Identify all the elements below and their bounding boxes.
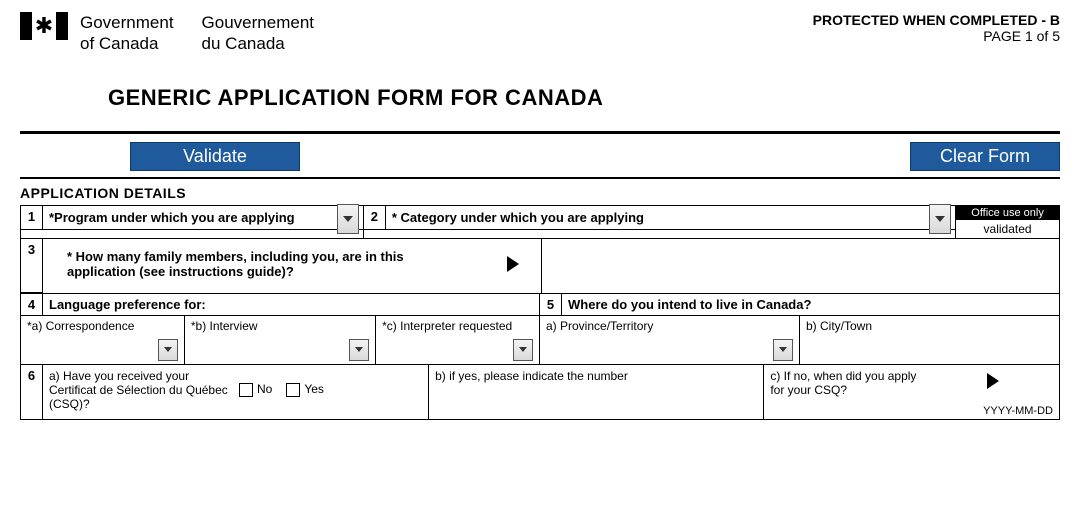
field-number-2: 2 [364, 206, 386, 230]
cell-csq-date: c) If no, when did you apply for your CS… [764, 365, 1059, 419]
section-title: APPLICATION DETAILS [20, 185, 1060, 201]
divider [20, 177, 1060, 179]
label-csq-date: c) If no, when did you apply for your CS… [770, 369, 930, 397]
row-csq: 6 a) Have you received your Certificat d… [21, 364, 1060, 419]
cell-csq-number: b) if yes, please indicate the number [429, 365, 764, 419]
label-csq-received: a) Have you received your Certificat de … [49, 369, 229, 411]
canada-flag-icon: ✱ [20, 12, 68, 40]
row-family-members: 3 * How many family members, including y… [21, 238, 1060, 293]
arrow-right-icon [507, 256, 519, 272]
cell-category: 2 * Category under which you are applyin… [363, 205, 955, 238]
cell-interview: *b) Interview [185, 316, 376, 364]
field-number-3: 3 [21, 239, 43, 293]
cell-office-use: Office use only validated [956, 205, 1060, 238]
gov-fr-line2: du Canada [202, 33, 314, 54]
label-correspondence: *a) Correspondence [27, 319, 134, 333]
cell-province: a) Province/Territory [540, 316, 800, 364]
interpreter-dropdown[interactable] [513, 339, 533, 361]
csq-yes-checkbox[interactable] [286, 383, 300, 397]
family-members-input-area[interactable] [541, 239, 1059, 293]
arrow-right-icon [987, 373, 999, 389]
label-language-pref: Language preference for: [43, 294, 539, 316]
label-where-live: Where do you intend to live in Canada? [562, 294, 1059, 316]
field-number-1: 1 [21, 206, 43, 230]
validated-label: validated [956, 220, 1059, 238]
protected-label: PROTECTED WHEN COMPLETED - B [813, 12, 1060, 28]
label-city: b) City/Town [806, 319, 872, 333]
action-bar: Validate Clear Form [20, 142, 1060, 171]
label-family-members: * How many family members, including you… [67, 249, 467, 279]
row-language-location: 4 Language preference for: *a) Correspon… [21, 293, 1060, 364]
cell-program: 1 *Program under which you are applying [21, 205, 364, 238]
cell-correspondence: *a) Correspondence [21, 316, 185, 364]
gov-fr-line1: Gouvernement [202, 12, 314, 33]
category-dropdown[interactable] [929, 204, 951, 234]
label-csq-number: b) if yes, please indicate the number [435, 369, 628, 383]
program-dropdown[interactable] [337, 204, 359, 234]
field-number-5: 5 [540, 294, 562, 316]
divider [20, 131, 1060, 134]
label-category: * Category under which you are applying [386, 206, 955, 230]
cell-interpreter: *c) Interpreter requested [376, 316, 539, 364]
label-yes: Yes [304, 382, 324, 396]
application-details-table: 1 *Program under which you are applying … [20, 205, 1060, 420]
interview-dropdown[interactable] [349, 339, 369, 361]
field-number-4: 4 [21, 294, 43, 316]
gov-en-line2: of Canada [80, 33, 174, 54]
date-format-hint: YYYY-MM-DD [983, 405, 1053, 417]
label-no: No [257, 382, 272, 396]
clear-form-button[interactable]: Clear Form [910, 142, 1060, 171]
office-use-label: Office use only [956, 206, 1059, 220]
cell-city: b) City/Town [800, 316, 1059, 364]
correspondence-dropdown[interactable] [158, 339, 178, 361]
validate-button[interactable]: Validate [130, 142, 300, 171]
government-wordmark: ✱ Government of Canada Gouvernement du C… [20, 12, 314, 55]
form-title: GENERIC APPLICATION FORM FOR CANADA [108, 85, 1060, 111]
province-dropdown[interactable] [773, 339, 793, 361]
field-number-6: 6 [21, 365, 43, 419]
label-interview: *b) Interview [191, 319, 258, 333]
gov-en-line1: Government [80, 12, 174, 33]
label-interpreter: *c) Interpreter requested [382, 319, 512, 333]
page-header: ✱ Government of Canada Gouvernement du C… [20, 12, 1060, 55]
label-province: a) Province/Territory [546, 319, 653, 333]
csq-no-checkbox[interactable] [239, 383, 253, 397]
label-program: *Program under which you are applying [43, 206, 363, 230]
page-number: PAGE 1 of 5 [813, 28, 1060, 44]
